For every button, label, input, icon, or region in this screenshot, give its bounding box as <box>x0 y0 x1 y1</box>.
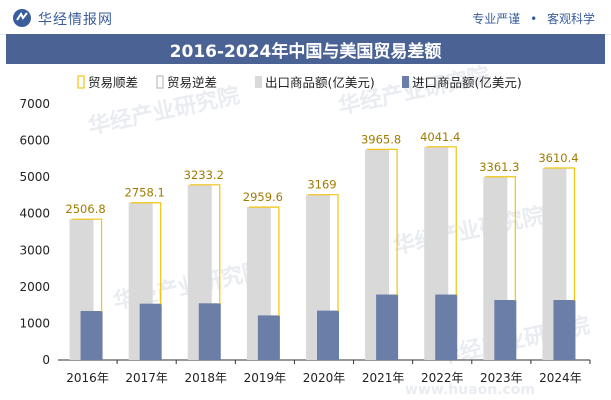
legend-label: 出口商品额(亿美元) <box>265 75 375 90</box>
x-tick-label: 2023年 <box>480 371 523 385</box>
y-tick-label: 4000 <box>19 207 50 221</box>
x-tick-label: 2022年 <box>421 371 464 385</box>
y-tick-label: 7000 <box>19 97 50 111</box>
surplus-data-label: 3965.8 <box>361 132 401 146</box>
legend-swatch <box>402 76 409 88</box>
chart-title-bar: 2016-2024年中国与美国贸易差额 <box>6 34 605 64</box>
surplus-data-label: 2959.6 <box>243 190 283 204</box>
trade-surplus-marker <box>130 202 162 305</box>
import-bar <box>80 310 103 360</box>
legend-swatch <box>77 75 85 89</box>
y-tick-label: 2000 <box>19 280 50 294</box>
x-tick-label: 2021年 <box>362 371 405 385</box>
x-tick-label: 2017年 <box>125 371 168 385</box>
import-bar <box>198 303 221 360</box>
slogan-left: 专业严谨 <box>472 12 521 26</box>
import-bar <box>257 315 280 360</box>
footer-site-watermark: www.huaon.com <box>405 382 535 398</box>
brand-name: 华经情报网 <box>38 12 113 28</box>
import-bar <box>435 294 458 360</box>
watermark: 华经产业研究院 <box>86 82 242 139</box>
legend-label: 进口商品额(亿美元) <box>412 75 522 90</box>
surplus-data-label: 2506.8 <box>65 202 105 216</box>
import-bar <box>494 300 517 360</box>
surplus-data-label: 3361.3 <box>479 160 519 174</box>
legend-label: 贸易顺差 <box>88 75 138 90</box>
import-bar <box>376 294 399 360</box>
x-tick-label: 2020年 <box>303 371 346 385</box>
legend-label: 贸易逆差 <box>167 75 217 90</box>
slogan-right: 客观科学 <box>546 12 595 26</box>
trade-surplus-marker <box>426 146 458 296</box>
top-bar: 华经情报网 专业严谨 • 客观科学 <box>0 0 611 35</box>
y-tick-label: 6000 <box>19 134 50 148</box>
y-tick-label: 5000 <box>19 170 50 184</box>
legend-swatch <box>156 75 164 89</box>
trade-surplus-marker <box>485 176 517 301</box>
logo-icon <box>13 9 31 27</box>
import-bar <box>317 310 339 360</box>
legend-swatch <box>255 76 262 88</box>
slogan: 专业严谨 • 客观科学 <box>472 10 595 27</box>
surplus-data-label: 2758.1 <box>125 186 165 200</box>
watermark: 华经产业研究院 <box>336 64 492 120</box>
chart-title: 2016-2024年中国与美国贸易差额 <box>169 41 442 62</box>
trade-surplus-marker <box>544 167 576 301</box>
import-bar <box>553 300 576 360</box>
surplus-data-label: 4041.4 <box>420 130 460 144</box>
trade-surplus-marker <box>189 184 221 304</box>
y-tick-label: 1000 <box>19 316 50 330</box>
chart-area: 华经产业研究院华经产业研究院华经产业研究院华经产业研究院华经产业研究院贸易顺差贸… <box>19 64 591 398</box>
trade-surplus-marker <box>308 194 339 312</box>
y-tick-label: 3000 <box>19 243 50 257</box>
x-tick-label: 2019年 <box>244 371 287 385</box>
y-tick-label: 0 <box>42 353 50 367</box>
surplus-data-label: 3610.4 <box>538 151 578 165</box>
trade-surplus-marker <box>367 148 399 296</box>
x-tick-label: 2024年 <box>539 371 582 385</box>
surplus-data-label: 3169 <box>307 178 336 192</box>
slogan-separator: • <box>530 12 538 26</box>
watermark: 华经产业研究院 <box>391 202 547 259</box>
import-bar <box>139 303 162 360</box>
surplus-data-label: 3233.2 <box>184 168 224 182</box>
trade-surplus-marker <box>71 218 103 312</box>
x-tick-label: 2016年 <box>66 371 109 385</box>
x-tick-label: 2018年 <box>185 371 228 385</box>
trade-surplus-marker <box>248 206 280 316</box>
